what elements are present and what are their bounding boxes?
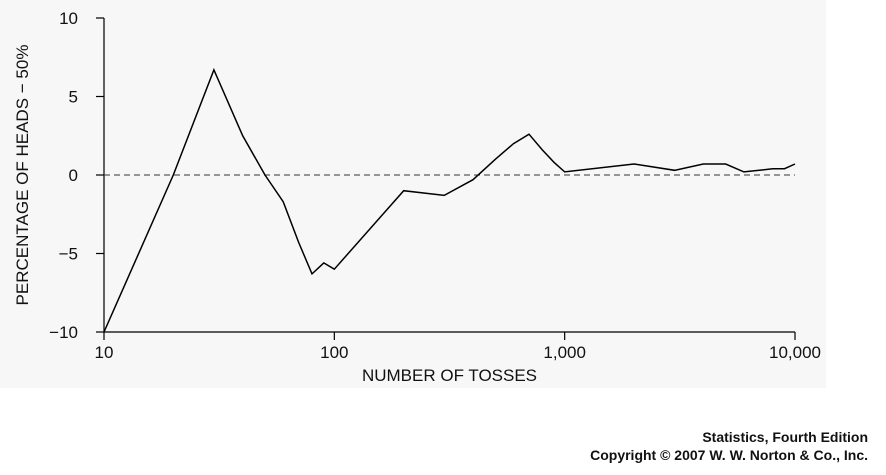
y-tick-label: 0 [69, 166, 78, 185]
book-title-credit: Statistics, Fourth Edition [702, 429, 868, 445]
y-tick-label: 10 [59, 9, 78, 28]
y-tick-label: 5 [69, 88, 78, 107]
x-axis-ticks: 10 100 1,000 10,000 [95, 332, 821, 362]
y-axis-label: PERCENTAGE OF HEADS − 50% [13, 45, 32, 306]
x-tick-label: 10 [95, 343, 114, 362]
plot-background [0, 0, 826, 388]
y-tick-label: −5 [59, 245, 78, 264]
x-tick-label: 1,000 [543, 343, 586, 362]
x-axis-label: NUMBER OF TOSSES [362, 366, 537, 385]
y-tick-label: −10 [49, 323, 78, 342]
y-axis-ticks: 10 5 0 −5 −10 [49, 9, 104, 342]
series-line [103, 67, 796, 333]
x-tick-label: 10,000 [769, 343, 821, 362]
x-tick-label: 100 [320, 343, 348, 362]
copyright-notice: Copyright © 2007 W. W. Norton & Co., Inc… [590, 447, 868, 463]
